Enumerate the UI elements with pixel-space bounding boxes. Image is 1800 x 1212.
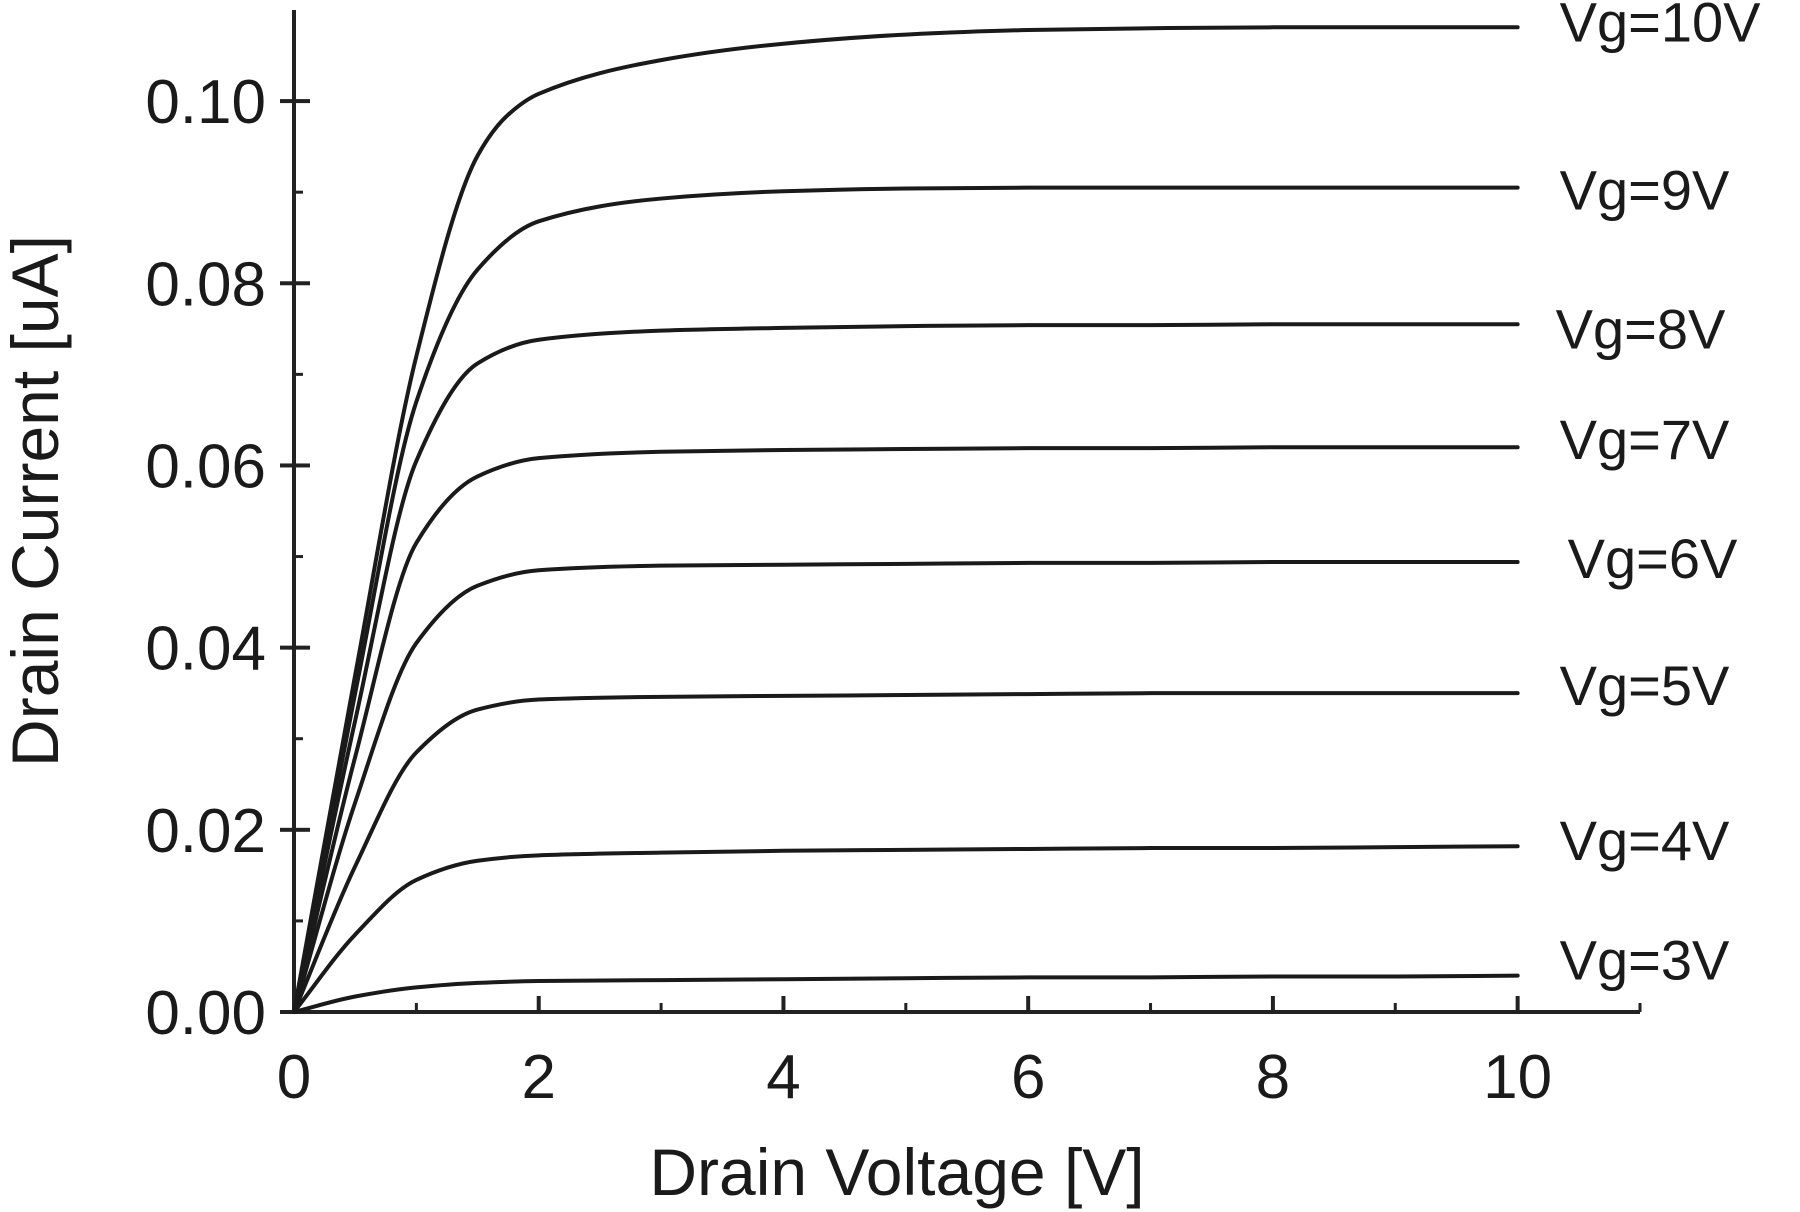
- axes-layer: 0 2 4 6 8 10 0.00 0.02 0.04 0.06 0.08 0.10: [145, 10, 1642, 1112]
- series-label: Vg=7V: [1560, 408, 1730, 471]
- curves-layer: [292, 25, 1520, 1014]
- series-label: Vg=6V: [1568, 527, 1738, 590]
- series-label: Vg=3V: [1560, 929, 1730, 992]
- series-label: Vg=8V: [1556, 297, 1726, 360]
- series-line: [292, 560, 1520, 1014]
- x-tick-label: 4: [766, 1043, 800, 1112]
- series-line: [292, 445, 1520, 1014]
- y-tick-label: 0.10: [145, 68, 266, 137]
- x-tick-label: 0: [277, 1043, 311, 1112]
- y-tick-label: 0.06: [145, 432, 266, 501]
- x-tick-label: 8: [1256, 1043, 1290, 1112]
- series-labels-layer: Vg=3V Vg=4V Vg=5V Vg=6V Vg=7V Vg=8V Vg=9V Vg=10…: [1556, 0, 1761, 992]
- series-line: [292, 691, 1520, 1014]
- series-line: [292, 185, 1520, 1014]
- series-label: Vg=4V: [1560, 809, 1730, 872]
- series-label: Vg=5V: [1560, 654, 1730, 717]
- y-tick-label: 0.00: [145, 979, 266, 1048]
- y-axis-title: Drain Current [uA]: [0, 235, 72, 767]
- x-tick-label: 6: [1011, 1043, 1045, 1112]
- series-line: [292, 322, 1520, 1014]
- series-line: [292, 25, 1520, 1014]
- y-tick-label: 0.04: [145, 615, 266, 684]
- x-tick-label: 2: [521, 1043, 555, 1112]
- y-tick-label: 0.02: [145, 797, 266, 866]
- x-tick-label: 10: [1483, 1043, 1552, 1112]
- series-line: [292, 973, 1520, 1014]
- series-label: Vg=10V: [1560, 0, 1761, 53]
- series-line: [292, 844, 1520, 1014]
- series-label: Vg=9V: [1560, 159, 1730, 222]
- x-axis-title: Drain Voltage [V]: [649, 1135, 1144, 1209]
- y-tick-label: 0.08: [145, 250, 266, 319]
